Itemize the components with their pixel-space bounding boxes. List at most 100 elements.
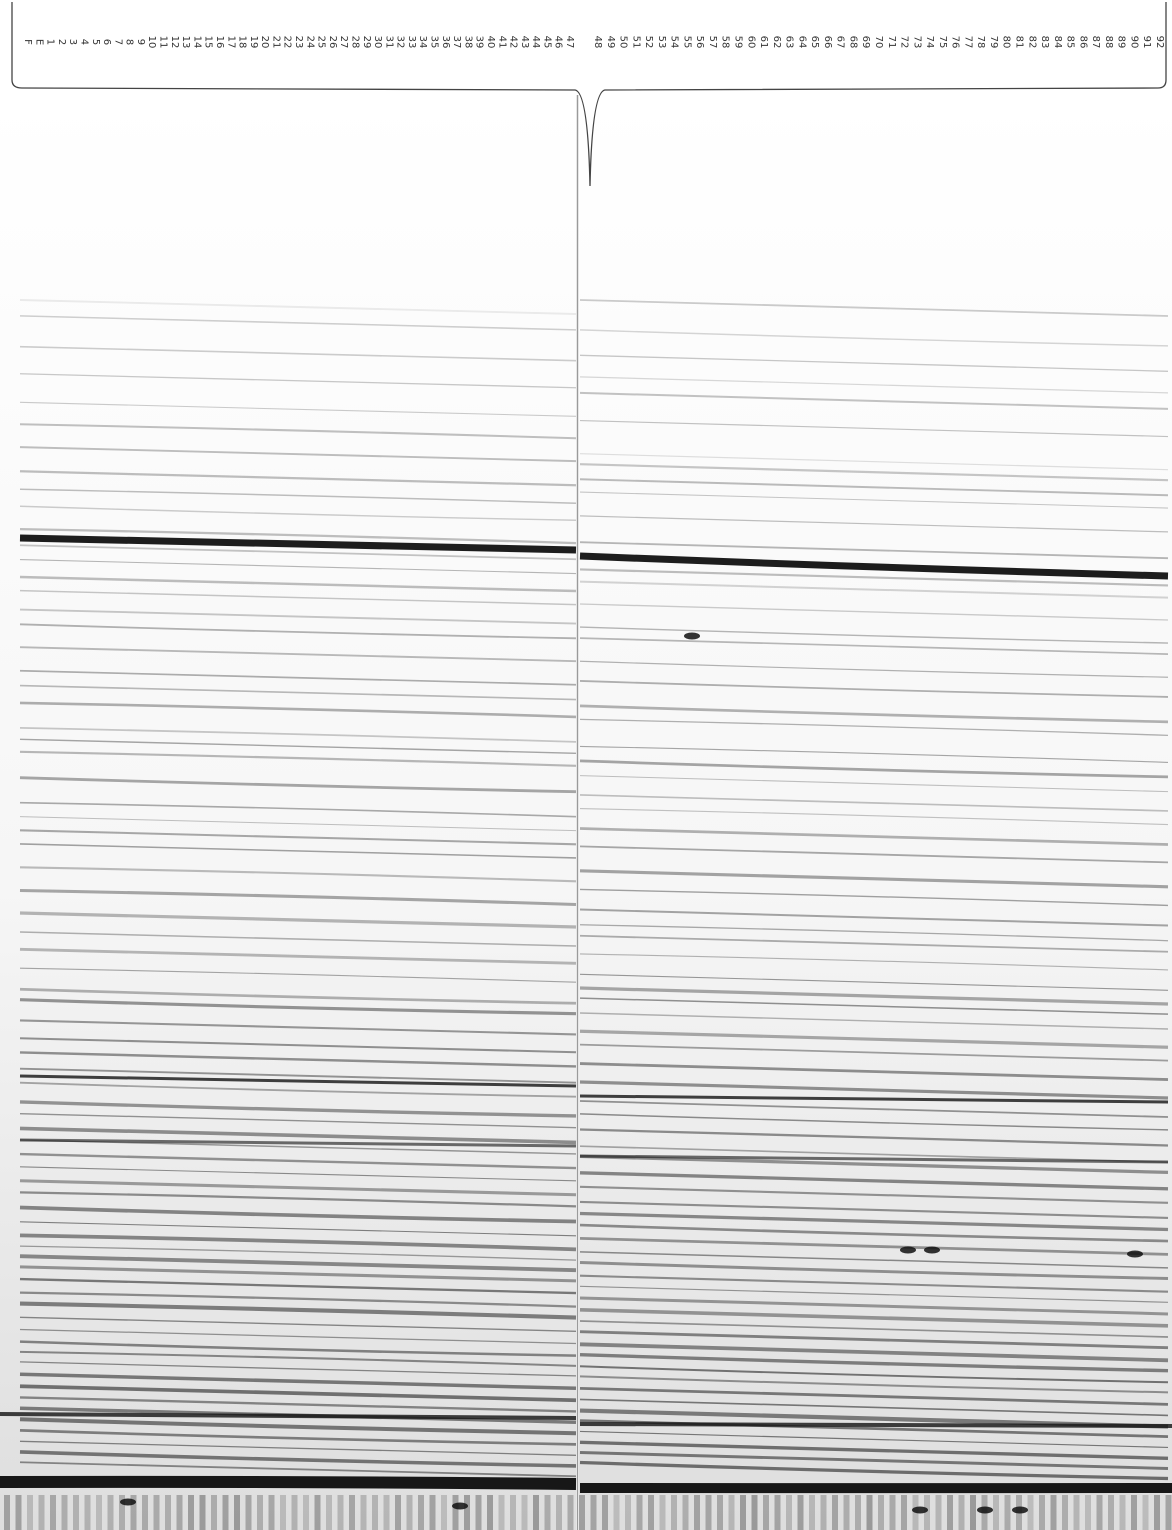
- band: [579, 376, 1169, 394]
- lane-streak: [372, 1495, 378, 1530]
- band: [19, 816, 577, 832]
- band: [19, 776, 577, 794]
- lane-streak: [452, 1495, 459, 1530]
- band: [579, 1043, 1169, 1062]
- lane-streak: [1108, 1495, 1114, 1530]
- band: [19, 1316, 577, 1332]
- lane-label: 15: [203, 36, 214, 49]
- lane-streak: [50, 1495, 56, 1530]
- lane-label: 85: [1065, 36, 1076, 49]
- band: [19, 750, 577, 767]
- lane-streak: [1154, 1495, 1160, 1530]
- lane-label: 44: [530, 36, 541, 49]
- band: [19, 1372, 577, 1391]
- band: [579, 1094, 1169, 1104]
- spot: [452, 1502, 468, 1510]
- lane-label: 28: [349, 36, 360, 49]
- band: [579, 1422, 1172, 1428]
- lane-label: 25: [316, 36, 327, 49]
- lane-label: 66: [822, 36, 833, 49]
- band: [579, 1154, 1169, 1164]
- lane-label: 22: [282, 36, 293, 49]
- band: [19, 1233, 577, 1252]
- bands: [0, 299, 1172, 1530]
- lane-label: 34: [417, 36, 428, 49]
- lane-streak: [544, 1495, 551, 1530]
- lane-label: 74: [924, 36, 935, 49]
- band: [579, 845, 1169, 864]
- band: [19, 1051, 577, 1068]
- lane-label: 1: [45, 39, 56, 45]
- lane-streak: [705, 1495, 712, 1530]
- lane-streak: [303, 1495, 309, 1530]
- lane-label: 57: [707, 36, 718, 49]
- lane-streak: [671, 1495, 677, 1530]
- band: [579, 745, 1169, 763]
- lane-streak: [1027, 1495, 1034, 1530]
- lane-streak: [360, 1495, 367, 1530]
- lane-label: 12: [169, 36, 180, 49]
- lane-label: 21: [270, 36, 281, 49]
- lane-streak: [659, 1495, 666, 1530]
- lane-streak: [809, 1495, 815, 1530]
- lane-streak: [1085, 1495, 1091, 1530]
- lane-label: 71: [886, 36, 897, 49]
- lane-label: 79: [988, 36, 999, 49]
- lane-label: 48: [592, 36, 603, 49]
- lane-label: 40: [485, 36, 496, 49]
- band: [579, 888, 1169, 907]
- band: [579, 541, 1169, 560]
- lane-streak: [119, 1495, 125, 1530]
- band: [0, 1475, 577, 1490]
- lane-label: 20: [259, 36, 270, 49]
- lane-streak: [107, 1495, 114, 1530]
- band: [19, 911, 577, 929]
- band: [19, 527, 577, 545]
- band: [579, 1274, 1169, 1293]
- band: [19, 544, 577, 561]
- band: [19, 488, 577, 505]
- band: [579, 973, 1169, 991]
- lane-label: 18: [237, 36, 248, 49]
- lane-streak: [464, 1495, 470, 1530]
- band: [579, 1211, 1169, 1232]
- band: [19, 589, 577, 606]
- lane-streak: [153, 1495, 160, 1530]
- lane-label: 72: [899, 36, 910, 49]
- lane-label: 45: [541, 36, 552, 49]
- lane-streak: [234, 1495, 240, 1530]
- lane-label: 91: [1141, 36, 1152, 49]
- band: [19, 1340, 577, 1357]
- band: [579, 1386, 1169, 1406]
- lane-streak: [280, 1495, 286, 1530]
- lane-streak: [96, 1495, 102, 1530]
- band: [0, 1412, 577, 1420]
- band: [19, 1221, 577, 1237]
- lane-label: 80: [1001, 36, 1012, 49]
- lane-streak: [326, 1495, 332, 1530]
- band: [19, 829, 577, 846]
- lane-label: 51: [630, 36, 641, 49]
- lane-streak: [383, 1495, 390, 1530]
- lane-streak: [728, 1495, 735, 1530]
- band: [19, 888, 577, 907]
- band: [19, 1100, 577, 1118]
- band: [579, 924, 1169, 942]
- band: [579, 1342, 1169, 1363]
- lane-label: 63: [784, 36, 795, 49]
- lane-label: 50: [618, 36, 629, 49]
- band: [19, 738, 577, 755]
- lane-streak: [717, 1495, 723, 1530]
- lane-streak: [165, 1495, 171, 1530]
- lane-streak: [533, 1495, 539, 1530]
- lane-streak: [38, 1495, 45, 1530]
- lane-streak: [222, 1495, 229, 1530]
- lane-streak: [1096, 1495, 1103, 1530]
- lane-label: 3: [67, 39, 78, 45]
- spot: [900, 1246, 916, 1254]
- band: [19, 669, 577, 686]
- lane-label: 81: [1014, 36, 1025, 49]
- right-gel: [579, 95, 1172, 1530]
- lane-label: 35: [429, 36, 440, 49]
- lane-streak: [176, 1495, 183, 1530]
